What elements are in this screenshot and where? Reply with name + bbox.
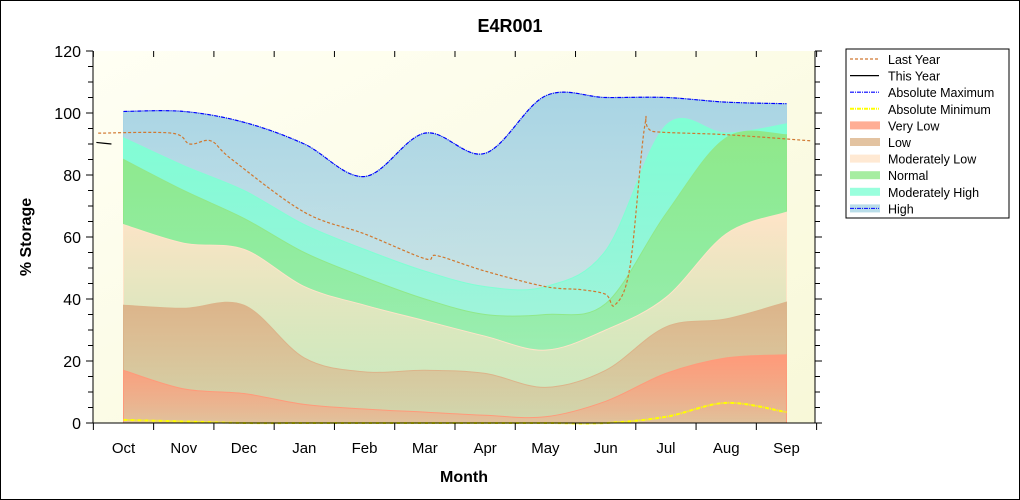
x-axis-label: Month xyxy=(440,469,488,486)
x-tick-label: Oct xyxy=(112,440,136,457)
series-this-year xyxy=(96,141,112,145)
legend-label: Normal xyxy=(888,169,928,183)
x-tick-label: May xyxy=(531,440,560,457)
x-tick-label: Jul xyxy=(656,440,675,457)
y-axis-label: % Storage xyxy=(18,198,35,276)
y-tick-label: 0 xyxy=(72,416,81,433)
legend-swatch-normal xyxy=(850,171,880,180)
legend-label: Last Year xyxy=(888,53,940,67)
x-tick-label: Sep xyxy=(773,440,800,457)
x-tick-label: Dec xyxy=(231,440,258,457)
y-tick-label: 120 xyxy=(54,44,81,61)
x-tick-label: Nov xyxy=(170,440,197,457)
series-absolute-maximum xyxy=(123,91,787,178)
y-tick-label: 100 xyxy=(54,106,81,123)
legend-swatch-moderately-low xyxy=(850,154,880,163)
legend-swatch-low xyxy=(850,138,880,146)
y-tick-label: 40 xyxy=(63,292,81,309)
band-low xyxy=(123,301,787,424)
legend-swatch-very-low xyxy=(850,121,880,130)
legend: Last Year This Year Absolute Maximum Absolu… xyxy=(845,48,1010,219)
legend-label: Moderately Low xyxy=(888,153,977,167)
legend-label: Absolute Minimum xyxy=(888,103,991,117)
x-tick-label: Apr xyxy=(473,440,496,457)
legend-swatch-moderately-high xyxy=(850,187,880,196)
x-tick-label: Jan xyxy=(292,440,316,457)
y-tick-label: 60 xyxy=(63,230,81,247)
x-tick-label: Mar xyxy=(412,440,438,457)
legend-label: This Year xyxy=(888,70,940,84)
legend-label: Absolute Maximum xyxy=(888,86,994,100)
legend-label: High xyxy=(888,202,914,216)
x-tick-label: Jun xyxy=(594,440,618,457)
chart-title: E4R001 xyxy=(477,16,542,36)
y-tick-label: 20 xyxy=(63,354,81,371)
x-tick-label: Aug xyxy=(713,440,740,457)
y-tick-label: 80 xyxy=(63,168,81,185)
band-very-low xyxy=(123,354,787,424)
x-tick-label: Feb xyxy=(352,440,378,457)
legend-label: Low xyxy=(888,136,912,150)
series-last-year xyxy=(98,115,812,307)
legend-label: Very Low xyxy=(888,119,940,133)
legend-label: Moderately High xyxy=(888,186,979,200)
